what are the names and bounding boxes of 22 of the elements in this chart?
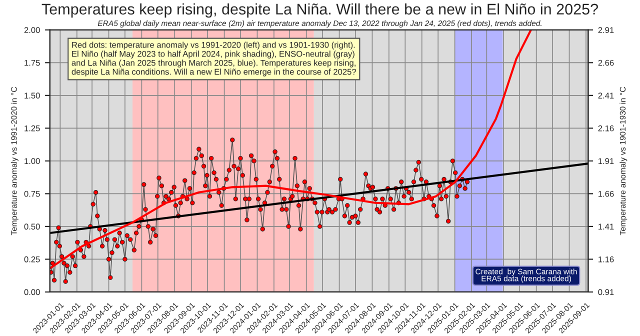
y2-tick-label: 1.41 [598,224,614,230]
y-tick-label: 1.50 [24,92,40,99]
y2-tick-label: 1.91 [598,158,614,164]
y2-tick-label: 2.91 [598,27,614,34]
y2-tick-label: 1.66 [598,190,614,197]
chart-title: Temperatures keep rising, despite La Niña. Will there be a new in El Niño in 2025? [42,3,598,18]
y-tick-label: 1.00 [24,158,40,164]
y-tick-label: 2.00 [24,27,40,34]
y-tick-label: 1.75 [24,60,40,66]
y2-tick-label: 0.91 [598,289,614,296]
y-tick-label: 0.00 [24,289,40,296]
y2-axis-title: Temperature anomaly vs 1901-1930 in °C [620,86,628,236]
y-tick-label: 0.50 [24,224,40,230]
annotation: Red dots: temperature anomaly vs 1991-2020 (left) and vs 1901-1930 (right). El Niño (half May 2023 to half April 2024, pink shading), ENSO-neutral (gray) and La Niña (Jan 2025 through March 2025, blue). Temperatures keep rising, despite La Niña conditions. Will a new El Niño emerge in the course of 2025? [72,42,356,76]
y-tick-label: 0.25 [24,256,40,262]
y-axis-title: Temperature anomaly vs 1991-2020 in °C [10,86,18,236]
y2-tick-label: 2.66 [598,60,614,66]
y2-tick-label: 2.41 [598,92,614,98]
y2-tick-label: 2.16 [598,125,614,132]
y-tick-label: 0.75 [24,190,40,197]
y-tick-label: 1.25 [24,125,40,132]
y2-tick-label: 1.16 [598,256,614,262]
